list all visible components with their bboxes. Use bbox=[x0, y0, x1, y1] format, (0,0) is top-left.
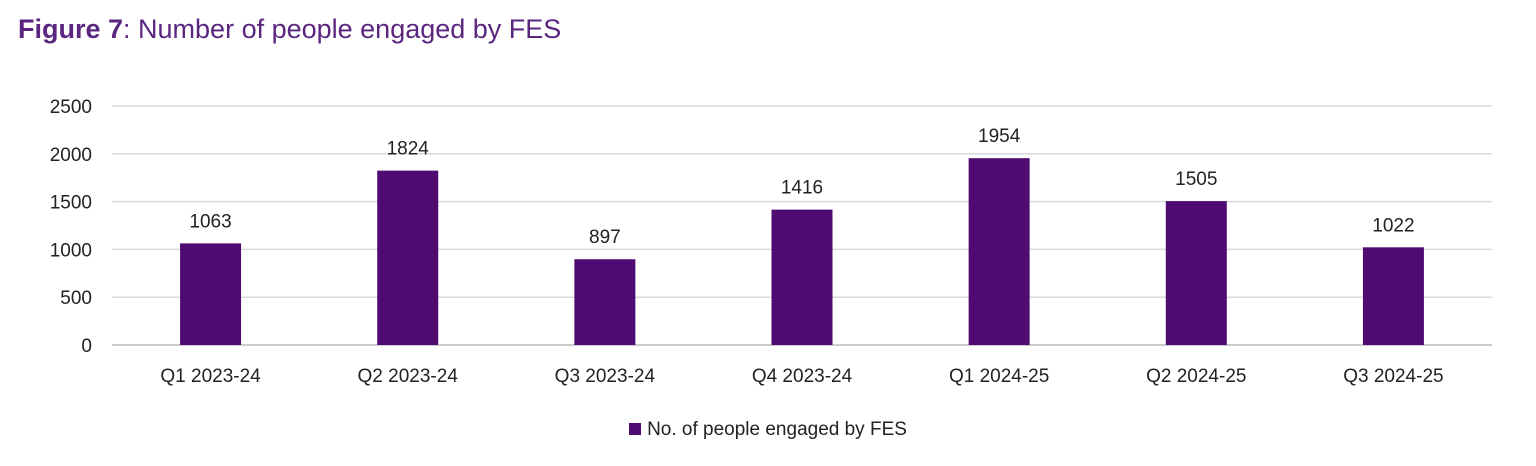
data-label: 897 bbox=[589, 227, 621, 248]
data-label: 1416 bbox=[781, 178, 823, 199]
figure-label: Figure 7 bbox=[18, 14, 124, 44]
x-tick-label: Q3 2024-25 bbox=[1343, 366, 1443, 387]
bar bbox=[180, 243, 242, 345]
bar bbox=[968, 158, 1030, 345]
legend-label: No. of people engaged by FES bbox=[647, 419, 907, 440]
data-label: 1063 bbox=[189, 211, 231, 232]
y-tick-label: 1000 bbox=[50, 240, 92, 261]
legend-swatch bbox=[629, 423, 642, 435]
bar bbox=[574, 259, 636, 345]
x-tick-label: Q2 2024-25 bbox=[1146, 366, 1246, 387]
bar bbox=[1165, 201, 1227, 345]
x-tick-label: Q1 2024-25 bbox=[949, 366, 1049, 387]
x-tick-label: Q4 2023-24 bbox=[752, 366, 853, 387]
data-label: 1505 bbox=[1175, 169, 1217, 190]
x-tick-label: Q2 2023-24 bbox=[358, 366, 459, 387]
y-tick-label: 1500 bbox=[50, 193, 92, 214]
y-tick-label: 2500 bbox=[50, 97, 92, 118]
y-tick-label: 2000 bbox=[50, 145, 92, 166]
x-tick-label: Q3 2023-24 bbox=[555, 366, 656, 387]
y-tick-label: 500 bbox=[60, 288, 92, 309]
bar bbox=[1362, 247, 1424, 345]
legend: No. of people engaged by FES bbox=[0, 419, 1536, 441]
chart-title: Figure 7: Number of people engaged by FE… bbox=[18, 14, 561, 45]
bar bbox=[377, 170, 439, 345]
x-tick-label: Q1 2023-24 bbox=[160, 366, 261, 387]
y-tick-label: 0 bbox=[81, 336, 92, 357]
figure-caption: : Number of people engaged by FES bbox=[123, 14, 562, 44]
data-label: 1954 bbox=[978, 126, 1021, 147]
bar bbox=[771, 209, 833, 345]
data-label: 1824 bbox=[387, 139, 430, 160]
data-label: 1022 bbox=[1372, 215, 1414, 236]
